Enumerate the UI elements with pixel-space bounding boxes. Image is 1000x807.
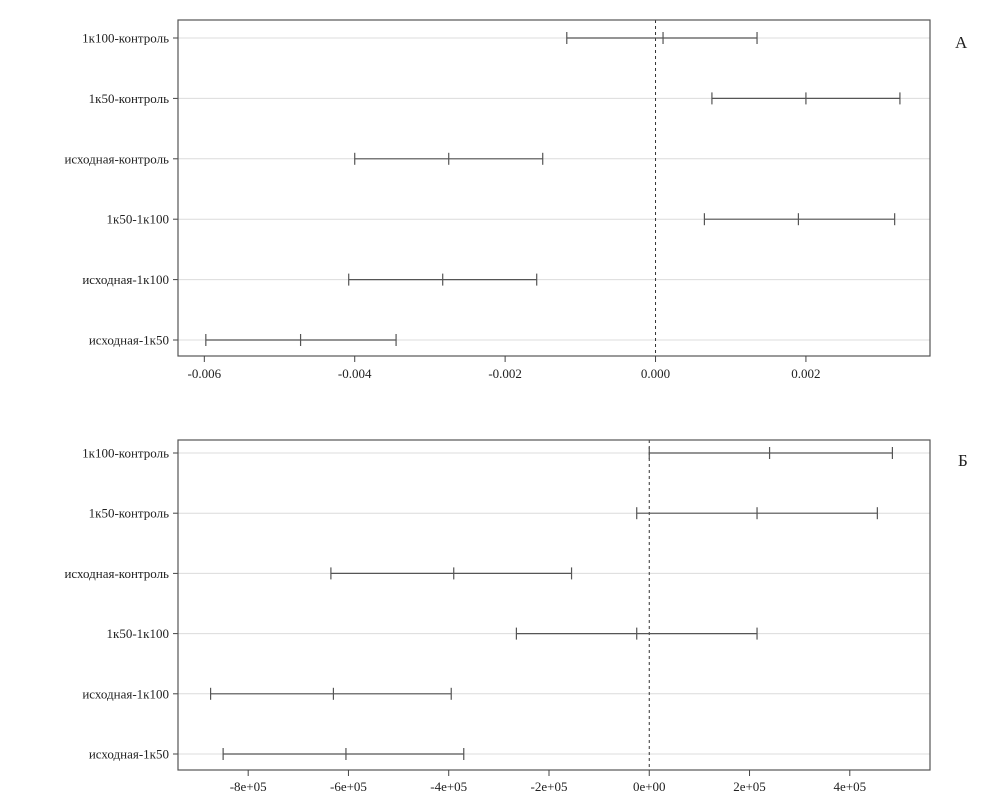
errorbar-6 — [222, 748, 465, 760]
x-tick-label: -0.004 — [338, 366, 372, 381]
panel-label: А — [955, 33, 968, 52]
errorbar-1 — [566, 32, 758, 44]
errorbar-5 — [209, 687, 452, 700]
errorbar-2 — [636, 507, 878, 520]
errorbar-6 — [205, 334, 397, 346]
plot-frame — [177, 19, 931, 357]
errorbar-2 — [711, 92, 901, 105]
category-label: исходная-контроль — [64, 151, 169, 166]
panel-label: Б — [958, 451, 968, 470]
x-tick-label: 2e+05 — [733, 779, 766, 794]
category-label: исходная-1к50 — [89, 747, 169, 762]
x-tick-label: 0e+00 — [633, 779, 666, 794]
category-label: 1к50-контроль — [89, 506, 169, 521]
x-tick-label: -2e+05 — [531, 779, 568, 794]
x-tick-label: -8e+05 — [230, 779, 267, 794]
x-tick-label: -0.002 — [488, 366, 522, 381]
plot-frame — [177, 439, 931, 771]
category-label: 1к50-1к100 — [107, 626, 169, 641]
chart-panel-1: 1к100-контроль 1к50-контроль исходная-конт… — [64, 19, 968, 381]
category-label: исходная-1к100 — [82, 686, 169, 701]
errorbar-3 — [330, 567, 573, 580]
errorbar-4 — [515, 627, 758, 640]
category-label: 1к100-контроль — [82, 31, 169, 46]
category-label: 1к50-1к100 — [107, 212, 169, 227]
x-tick-label: 4e+05 — [833, 779, 866, 794]
category-label: 1к100-контроль — [82, 446, 169, 461]
errorbar-3 — [354, 152, 544, 165]
x-tick-label: 0.002 — [791, 366, 820, 381]
category-label: 1к50-контроль — [89, 91, 169, 106]
x-tick-label: 0.000 — [641, 366, 670, 381]
x-tick-label: -0.006 — [188, 366, 222, 381]
errorbar-5 — [348, 273, 538, 286]
category-label: исходная-контроль — [64, 566, 169, 581]
category-label: исходная-1к100 — [82, 272, 169, 287]
category-label: исходная-1к50 — [89, 333, 169, 348]
errorbar-4 — [703, 213, 896, 226]
x-tick-label: -6e+05 — [330, 779, 367, 794]
errorbar-1 — [648, 447, 894, 459]
x-tick-label: -4e+05 — [430, 779, 467, 794]
chart-panel-2: 1к100-контроль 1к50-контроль исходная-конт… — [64, 439, 968, 794]
